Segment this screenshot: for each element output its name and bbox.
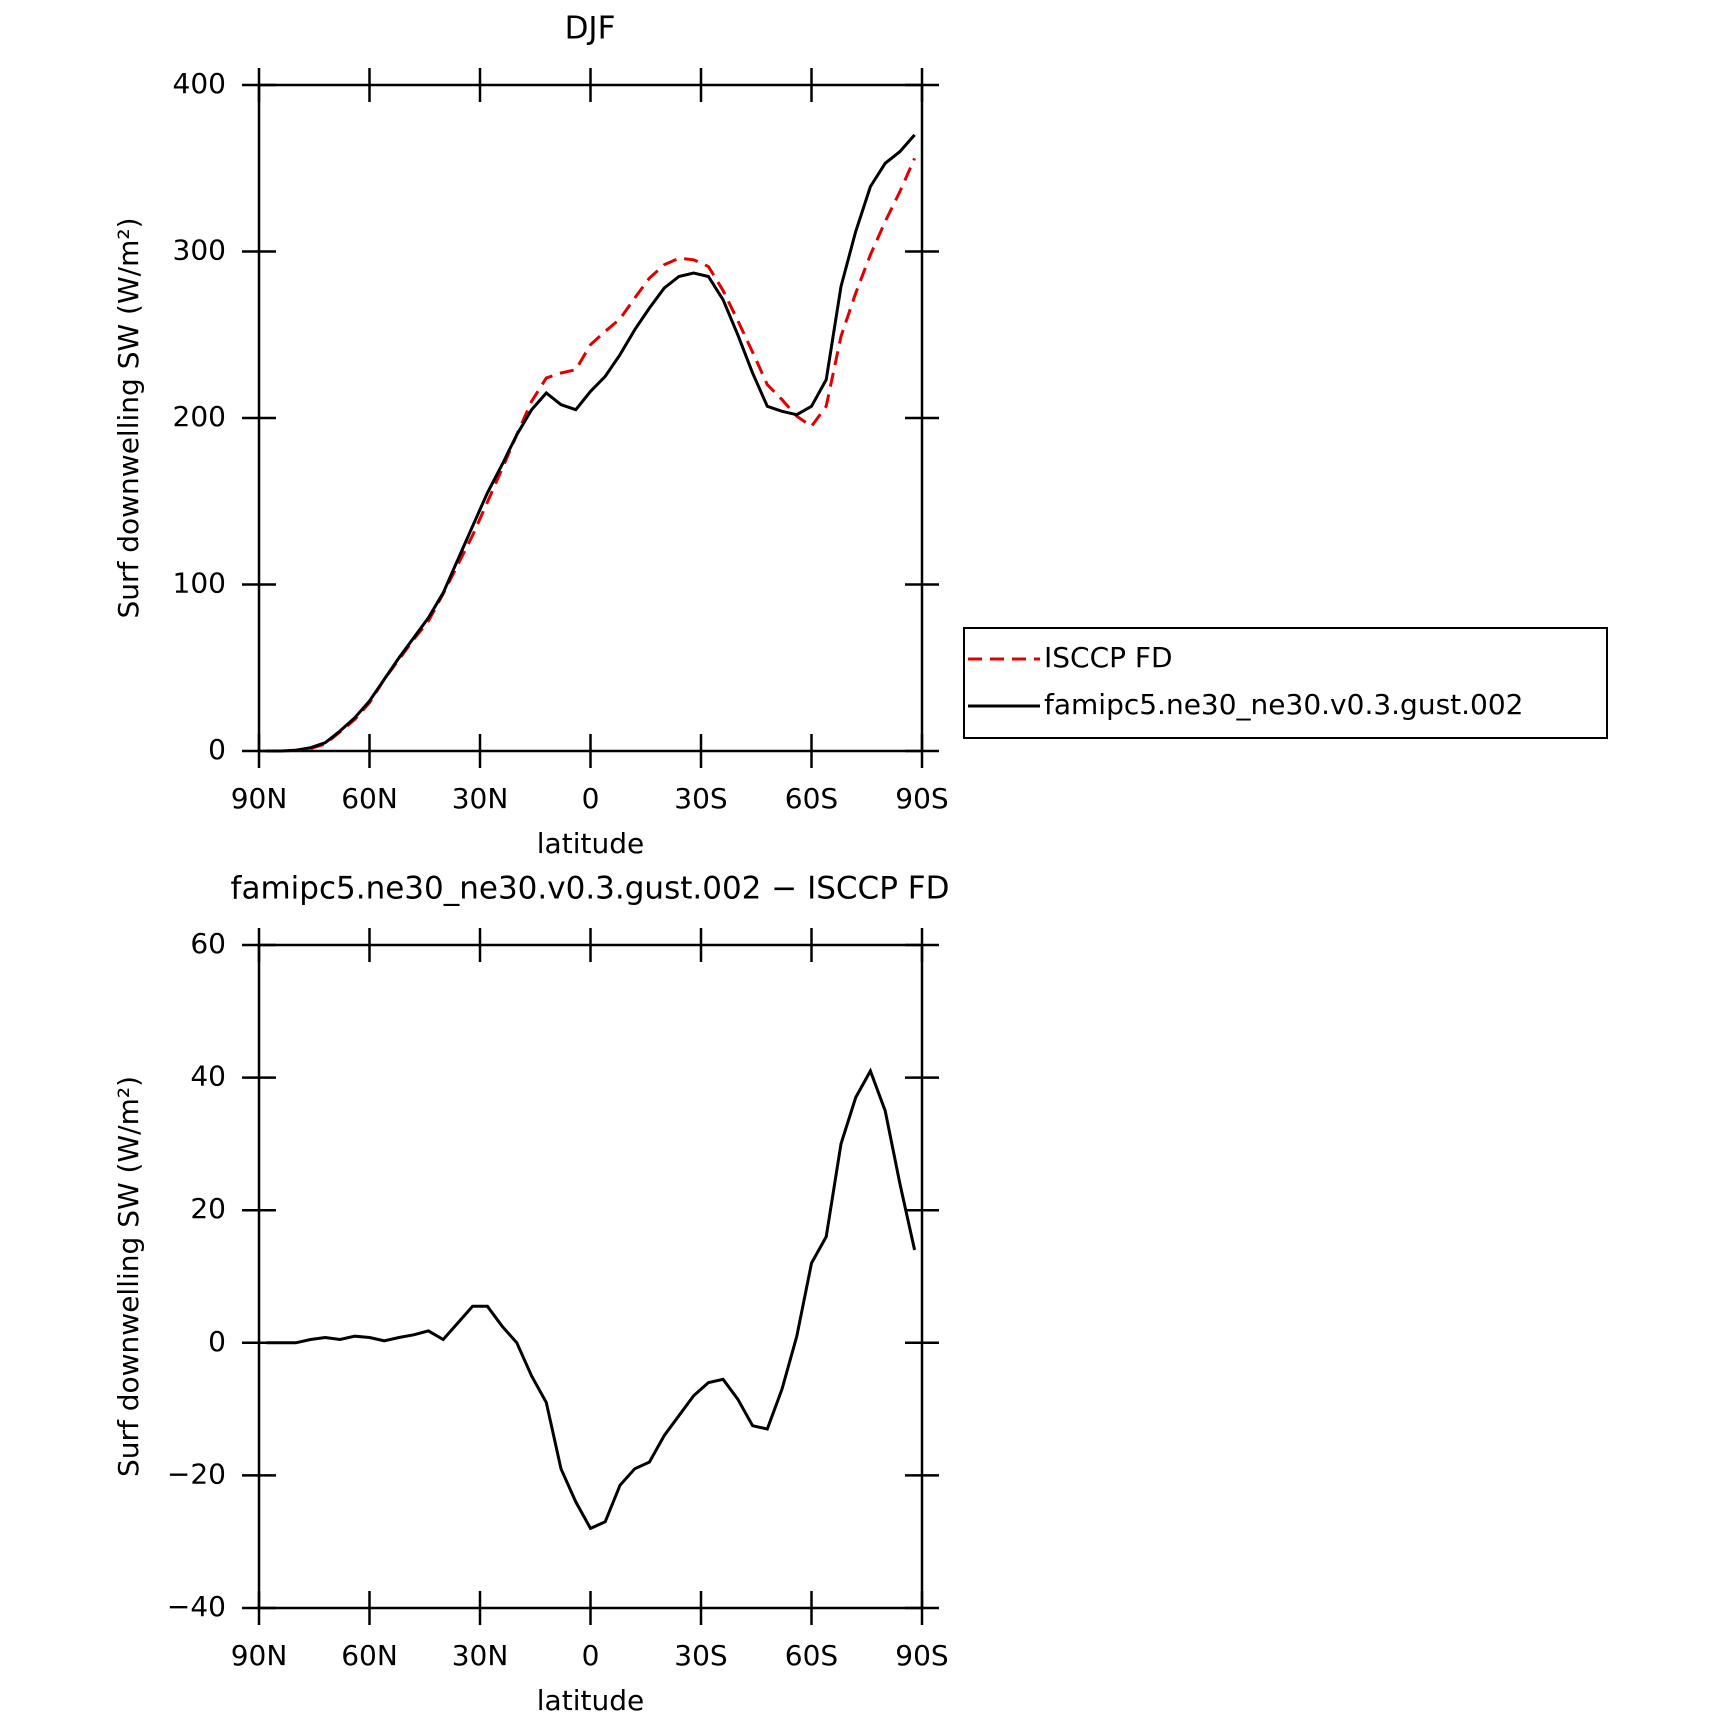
plot-frame: [257, 83, 924, 753]
y-tick-label: 60: [190, 927, 226, 960]
y-tick-label: −20: [167, 1457, 226, 1490]
y-tick-label: 0: [208, 1325, 226, 1358]
y-tick-label: 100: [173, 567, 226, 600]
legend-box: [963, 627, 1608, 739]
x-tick-label: 90N: [231, 782, 288, 815]
series-line: [266, 157, 916, 753]
x-tick-label: 30S: [674, 1639, 727, 1672]
x-tick-label: 90S: [895, 1639, 948, 1672]
y-axis-label: Surf downwelling SW (W/m²): [112, 217, 145, 618]
x-tick-label: 60N: [341, 782, 398, 815]
y-tick-label: 20: [190, 1192, 226, 1225]
series-line: [266, 1067, 917, 1531]
x-tick-label: 30S: [674, 782, 727, 815]
x-tick-label: 90S: [895, 782, 948, 815]
x-axis-label: latitude: [537, 827, 644, 860]
x-tick-label: 60S: [785, 782, 838, 815]
x-tick-label: 0: [582, 782, 600, 815]
chart-title: famipc5.ne30_ne30.v0.3.gust.002 − ISCCP …: [231, 871, 950, 907]
legend-label: famipc5.ne30_ne30.v0.3.gust.002: [1044, 688, 1524, 721]
chart-title: DJF: [565, 11, 616, 47]
x-tick-label: 90N: [231, 1639, 288, 1672]
x-axis-label: latitude: [537, 1684, 644, 1717]
y-axis-label: Surf downwelling SW (W/m²): [112, 1076, 145, 1477]
x-tick-label: 60S: [785, 1639, 838, 1672]
y-tick-label: 300: [173, 234, 226, 267]
x-tick-label: 0: [582, 1639, 600, 1672]
y-tick-label: 400: [173, 67, 226, 100]
x-tick-label: 30N: [452, 1639, 509, 1672]
y-tick-label: 40: [190, 1060, 226, 1093]
x-tick-label: 60N: [341, 1639, 398, 1672]
legend-label: ISCCP FD: [1044, 641, 1173, 674]
y-tick-label: −40: [167, 1590, 226, 1623]
x-tick-label: 30N: [452, 782, 509, 815]
y-tick-label: 0: [208, 733, 226, 766]
plot-frame: [257, 943, 924, 1610]
series-line: [266, 133, 916, 753]
y-tick-label: 200: [173, 400, 226, 433]
